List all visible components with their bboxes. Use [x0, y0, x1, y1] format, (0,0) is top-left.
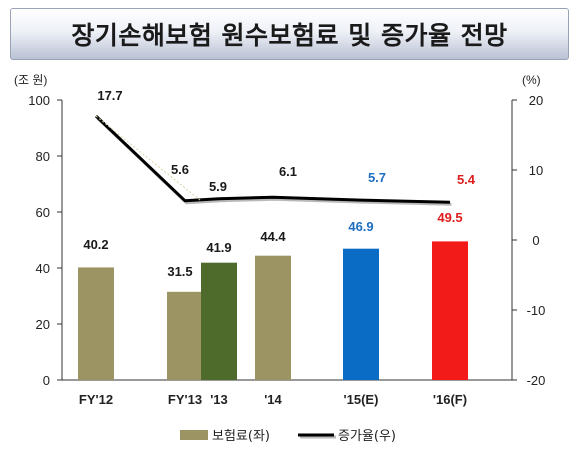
bar	[201, 262, 237, 380]
x-tick-label: FY'12	[79, 392, 113, 407]
right-tick-label: 20	[529, 93, 543, 108]
chart-title: 장기손해보험 원수보험료 및 증가율 전망	[71, 21, 508, 50]
bar-value-label: 31.5	[167, 264, 192, 279]
bar-series	[78, 241, 468, 380]
x-tick-label: '13	[210, 392, 228, 407]
growth-line-highlight	[95, 115, 201, 201]
legend-bar-swatch	[180, 430, 208, 440]
right-tick-label: 0	[532, 233, 539, 248]
bar	[255, 255, 291, 380]
line-value-label: 5.4	[457, 172, 476, 187]
line-value-label: 5.7	[368, 170, 386, 185]
growth-line-shadow	[96, 117, 452, 206]
chart-legend: 보험료(좌) 증가율(우)	[180, 429, 396, 444]
left-tick-label: 0	[43, 373, 50, 388]
left-tick-label: 100	[28, 93, 50, 108]
right-axis-unit: (%)	[522, 73, 541, 87]
line-value-label: 5.6	[171, 162, 189, 177]
bar-value-label: 44.4	[260, 229, 286, 244]
line-value-label: 5.9	[209, 179, 227, 194]
left-tick-label: 80	[36, 149, 50, 164]
right-tick-label: 10	[529, 163, 543, 178]
legend-line-label: 증가율(우)	[338, 429, 396, 444]
bar-value-label: 49.5	[437, 210, 462, 225]
chart-title-box: 장기손해보험 원수보험료 및 증가율 전망	[10, 8, 569, 60]
line-value-label: 6.1	[279, 164, 297, 179]
line-value-label: 17.7	[97, 88, 122, 103]
data-labels: 40.2 31.5 41.9 44.4 46.9 49.5 17.7 5.6 5.9 6.1 5.7…	[83, 88, 475, 279]
growth-line-series	[94, 115, 452, 206]
x-tick-label: '16(F)	[433, 392, 467, 407]
x-tick-label: FY'13	[168, 392, 202, 407]
bar	[167, 291, 203, 380]
x-tick-label: '14	[264, 392, 282, 407]
left-tick-label: 60	[36, 205, 50, 220]
bar-value-label: 41.9	[206, 240, 231, 255]
x-tick-label: '15(E)	[344, 392, 379, 407]
bar-value-label: 40.2	[83, 237, 108, 252]
bar	[78, 267, 114, 380]
legend-bar-label: 보험료(좌)	[212, 429, 270, 444]
left-axis-unit: (조 원)	[14, 73, 47, 87]
growth-line	[94, 115, 451, 204]
left-tick-label: 40	[36, 261, 50, 276]
right-tick-label: -20	[527, 373, 546, 388]
bar	[432, 241, 468, 380]
left-tick-label: 20	[36, 317, 50, 332]
bar	[343, 248, 379, 380]
right-tick-label: -10	[527, 303, 546, 318]
bar-value-label: 46.9	[348, 219, 373, 234]
